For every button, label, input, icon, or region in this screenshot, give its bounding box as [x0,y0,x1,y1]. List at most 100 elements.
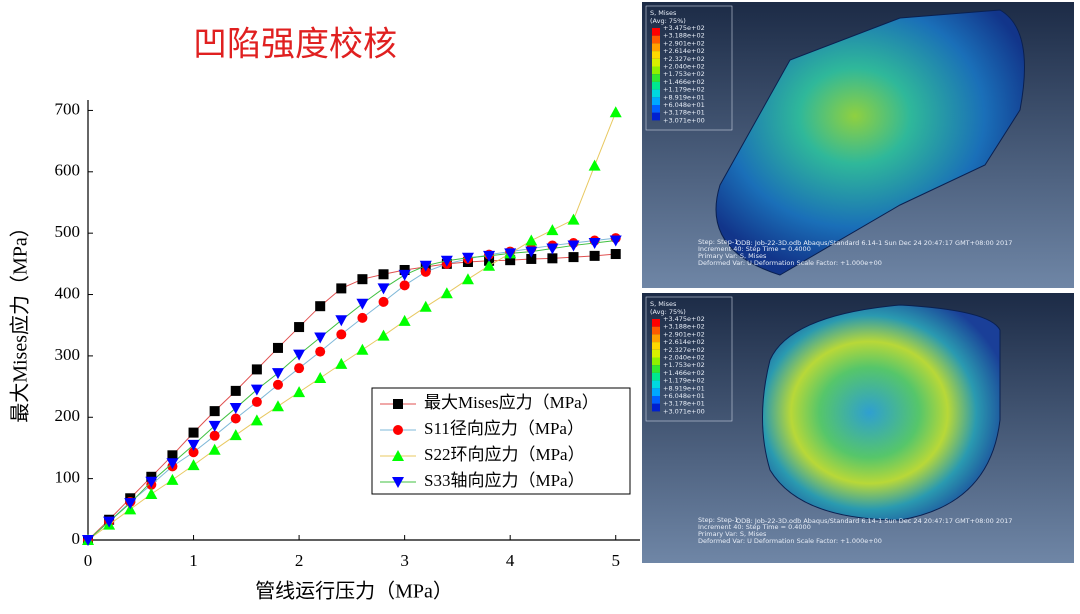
legend-label: S33轴向应力（MPa） [424,471,585,490]
fea-legend-avg: (Avg: 75%) [650,308,686,316]
colorbar-cell [652,365,660,373]
y-tick-label: 500 [55,222,81,241]
marker [399,280,410,291]
y-axis-label: 最大Mises应力（MPa） [9,217,32,423]
y-tick-label: 600 [55,161,81,180]
marker [230,385,241,396]
fea-legend-value: +1.179e+02 [663,377,705,385]
colorbar-cell [652,342,660,350]
marker [392,477,404,488]
fea-info: Deformed Var: U Deformation Scale Factor… [698,259,882,267]
legend-label: S22环向应力（MPa） [424,445,585,464]
fea-legend-value: +2.614e+02 [663,338,705,346]
marker [335,357,348,369]
x-tick-label: 2 [295,551,304,570]
fea-legend-value: +8.919e+01 [663,93,705,101]
fea-legend-value: +1.466e+02 [663,369,705,377]
fea-legend-value: +3.071e+00 [663,116,705,124]
marker [567,213,580,225]
fea-legend-value: +2.614e+02 [663,47,705,55]
colorbar-cell [652,35,660,44]
fea-info: Primary Var: S, Mises [698,252,767,260]
colorbar-cell [652,372,660,381]
marker [525,234,538,246]
marker [483,259,496,271]
marker [208,443,221,455]
colorbar-cell [652,51,660,59]
fea-info: Step: Step-1 [698,238,738,246]
fea-legend-value: +2.327e+02 [663,346,705,354]
slide-title: 凹陷强度校核 [193,25,397,65]
colorbar-cell [652,97,660,105]
marker [505,255,516,266]
marker [393,399,403,409]
marker [271,368,284,380]
legend-label: S11径向应力（MPa） [424,419,584,438]
marker [525,246,538,258]
marker [145,487,158,499]
colorbar-cell [652,388,660,396]
y-tick-label: 300 [55,345,81,364]
fea-info: Step: Step-1 [698,516,738,524]
marker [209,430,220,441]
legend: 最大Mises应力（MPa） S11径向应力（MPa） S22环向应力（MPa） S3… [371,387,631,495]
fea-info: Deformed Var: U Deformation Scale Factor… [698,537,882,545]
marker [336,329,347,340]
colorbar-cell [652,58,660,67]
legend-label: 最大Mises应力（MPa） [424,393,599,412]
marker [461,273,474,285]
colorbar-cell [652,396,660,404]
colorbar-cell [652,380,660,389]
marker [124,498,137,510]
fea-legend-value: +1.753e+02 [663,361,705,369]
fea-legend-value: +2.327e+02 [663,55,705,63]
x-axis-label: 管线运行压力（MPa） [255,580,453,603]
colorbar-cell [652,319,660,327]
fea-legend-value: +2.901e+02 [663,39,705,47]
marker [188,427,199,438]
x-tick-label: 4 [506,551,515,570]
colorbar-cell [652,43,660,52]
legend-frame [645,5,733,131]
marker [547,253,558,264]
marker [392,450,404,461]
marker [251,364,262,375]
marker [250,414,263,426]
marker [187,459,200,471]
fea-info: ODB: Job-22-3D.odb Abaqus/Standard 6.14-… [736,517,1012,525]
fea-panels: S, Mises(Avg: 75%)+3.475e+02+3.188e+02+2… [642,2,1074,563]
colorbar-cell [652,334,660,343]
marker [335,315,348,327]
marker [526,253,537,264]
colorbar-cell [652,105,660,113]
y-tick-label: 700 [55,99,81,118]
x-tick-label: 5 [611,551,620,570]
marker [293,386,306,398]
fea-legend-value: +1.466e+02 [663,78,705,86]
marker [377,329,390,341]
y-tick-label: 0 [72,529,81,548]
marker [315,301,326,312]
marker [208,420,221,432]
marker [82,535,94,546]
marker [229,429,242,441]
fea-legend-value: +3.178e+01 [663,400,705,408]
marker [314,332,327,344]
marker [504,248,517,260]
marker [336,283,347,294]
marker [609,235,622,247]
marker [209,406,220,417]
y-tick-label: 200 [55,406,81,425]
colorbar-cell [652,403,660,412]
marker [420,266,431,277]
colorbar-cell [652,81,660,90]
marker [166,458,179,470]
marker [419,260,432,272]
marker [103,516,116,528]
marker [588,237,601,249]
fea-legend-value: +3.071e+00 [663,407,705,415]
fea-info: Primary Var: S, Mises [698,530,767,538]
y-tick-label: 100 [55,468,81,487]
marker [293,349,306,361]
fea-legend-value: +8.919e+01 [663,384,705,392]
